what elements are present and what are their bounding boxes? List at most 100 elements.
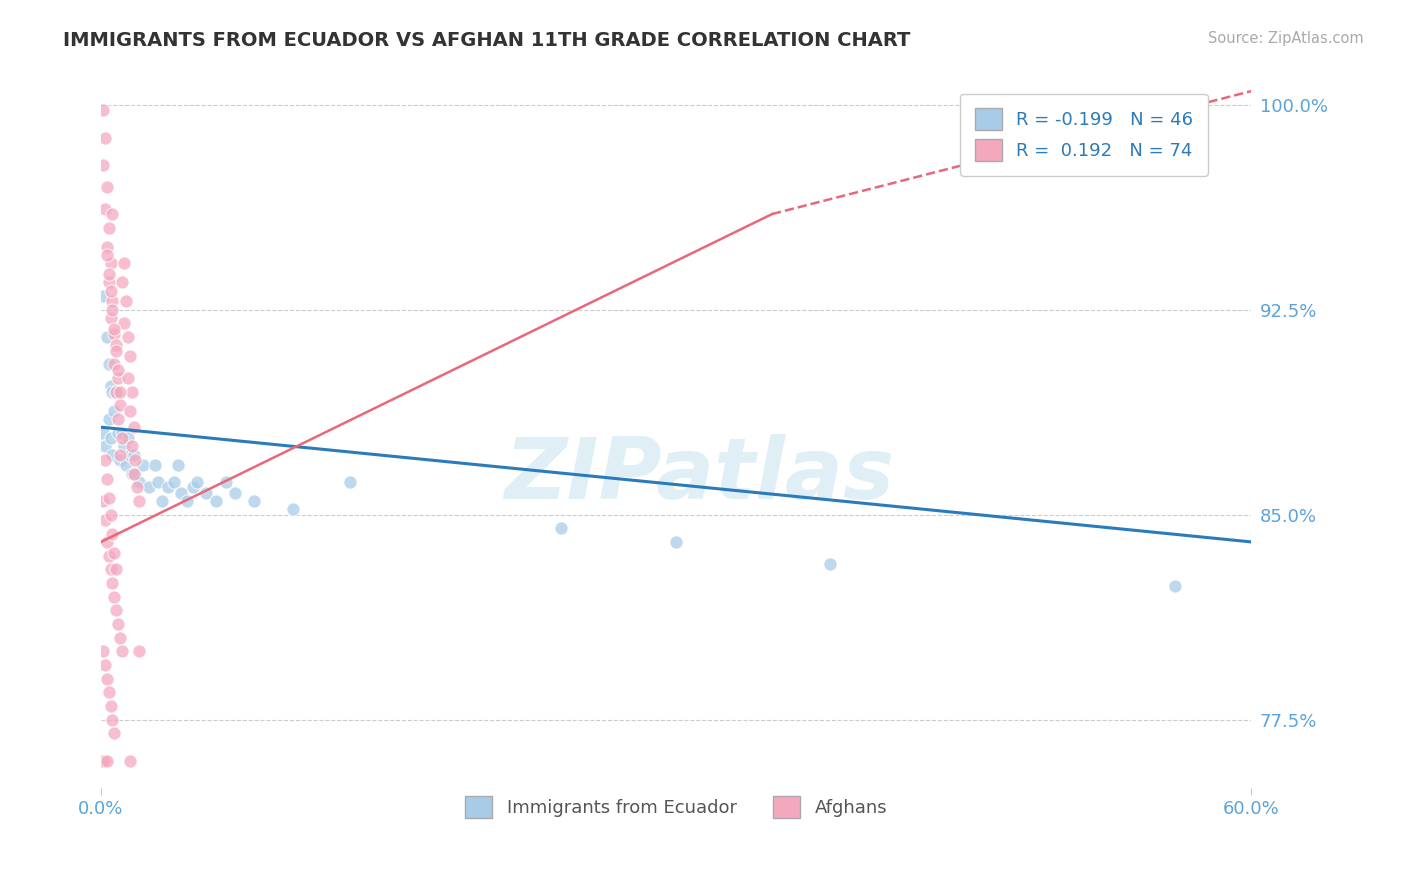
Point: [91, 425, 114, 440]
Point: [100, 256, 122, 270]
Point: [111, 644, 134, 658]
Point: [163, 475, 186, 489]
Point: [100, 310, 122, 325]
Point: [103, 726, 125, 740]
Point: [94, 754, 117, 768]
Point: [100, 508, 122, 522]
Point: [214, 475, 236, 489]
Point: [150, 494, 173, 508]
Legend: Immigrants from Ecuador, Afghans: Immigrants from Ecuador, Afghans: [458, 789, 894, 825]
Point: [108, 631, 131, 645]
Point: [96, 330, 118, 344]
Point: [107, 616, 129, 631]
Point: [96, 248, 118, 262]
Point: [224, 485, 246, 500]
Point: [97, 220, 120, 235]
Point: [97, 267, 120, 281]
Point: [97, 685, 120, 699]
Point: [118, 448, 141, 462]
Point: [103, 357, 125, 371]
Point: [1163, 579, 1185, 593]
Point: [118, 754, 141, 768]
Point: [105, 338, 128, 352]
Point: [132, 458, 155, 473]
Point: [121, 439, 143, 453]
Point: [96, 240, 118, 254]
Point: [97, 412, 120, 426]
Point: [105, 384, 128, 399]
Point: [91, 158, 114, 172]
Point: [91, 644, 114, 658]
Point: [103, 322, 125, 336]
Point: [97, 357, 120, 371]
Point: [128, 494, 150, 508]
Point: [157, 480, 180, 494]
Point: [112, 256, 135, 270]
Point: [101, 294, 124, 309]
Point: [101, 448, 124, 462]
Point: [112, 317, 135, 331]
Point: [818, 557, 841, 571]
Point: [108, 384, 131, 399]
Point: [122, 420, 145, 434]
Point: [281, 502, 304, 516]
Point: [91, 754, 114, 768]
Point: [186, 475, 208, 489]
Point: [91, 494, 114, 508]
Point: [107, 371, 129, 385]
Point: [96, 179, 118, 194]
Point: [665, 535, 688, 549]
Text: Source: ZipAtlas.com: Source: ZipAtlas.com: [1208, 31, 1364, 46]
Point: [128, 644, 150, 658]
Point: [96, 754, 118, 768]
Point: [100, 431, 122, 445]
Point: [111, 276, 134, 290]
Point: [170, 485, 193, 500]
Point: [96, 672, 118, 686]
Point: [101, 526, 124, 541]
Point: [181, 480, 204, 494]
Point: [96, 472, 118, 486]
Point: [91, 289, 114, 303]
Point: [143, 458, 166, 473]
Point: [103, 404, 125, 418]
Point: [108, 398, 131, 412]
Point: [107, 363, 129, 377]
Point: [103, 546, 125, 560]
Point: [103, 327, 125, 342]
Point: [94, 202, 117, 216]
Point: [115, 458, 138, 473]
Point: [111, 425, 134, 440]
Point: [118, 404, 141, 418]
Point: [91, 103, 114, 118]
Point: [128, 475, 150, 489]
Point: [138, 480, 160, 494]
Point: [94, 130, 117, 145]
Point: [122, 467, 145, 481]
Point: [94, 453, 117, 467]
Text: ZIPatlas: ZIPatlas: [505, 434, 894, 516]
Point: [243, 494, 266, 508]
Point: [118, 349, 141, 363]
Point: [195, 485, 218, 500]
Point: [124, 453, 146, 467]
Point: [205, 494, 228, 508]
Point: [100, 698, 122, 713]
Point: [105, 343, 128, 358]
Point: [117, 371, 139, 385]
Point: [94, 513, 117, 527]
Point: [107, 425, 129, 440]
Point: [100, 379, 122, 393]
Point: [94, 439, 117, 453]
Point: [108, 448, 131, 462]
Point: [105, 384, 128, 399]
Point: [115, 294, 138, 309]
Point: [101, 302, 124, 317]
Point: [127, 480, 149, 494]
Point: [121, 467, 143, 481]
Point: [111, 431, 134, 445]
Point: [108, 453, 131, 467]
Point: [96, 535, 118, 549]
Point: [107, 412, 129, 426]
Point: [105, 562, 128, 576]
